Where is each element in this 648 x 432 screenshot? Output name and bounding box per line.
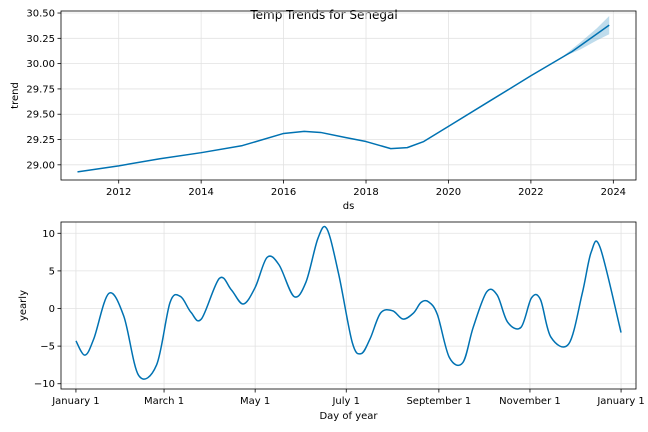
plot-frame — [60, 221, 637, 390]
y-axis-label: yearly — [18, 290, 29, 321]
y-tick-label: 30.25 — [26, 34, 55, 45]
plot-frame — [60, 10, 637, 181]
y-tick-label: 0 — [49, 304, 55, 315]
y-tick-label: 5 — [49, 266, 55, 277]
x-tick-label: July 1 — [331, 396, 360, 407]
series-line — [75, 225, 622, 380]
x-tick-label: May 1 — [240, 396, 270, 407]
trend-panel: 2012 2014 2016 2018 2020 2022 2024 29.00 29.25 29… — [10, 9, 637, 212]
yearly-panel: January 1 March 1 May 1 July 1 September 1 No… — [18, 221, 645, 422]
x-tick-label: 2016 — [271, 187, 296, 198]
y-tick-label: 30.00 — [26, 59, 55, 70]
x-tick-label: 2020 — [436, 187, 461, 198]
x-tick-label: 2012 — [106, 187, 131, 198]
figure-title: Temp Trends for Senegal — [249, 8, 397, 22]
y-tick-label: 29.50 — [26, 110, 55, 121]
x-tick-label: 2024 — [601, 187, 626, 198]
y-axis-label: trend — [10, 82, 21, 109]
y-tick-label: −5 — [40, 342, 55, 353]
x-tick-label: 2022 — [518, 187, 543, 198]
y-tick-label: 30.50 — [26, 9, 55, 20]
x-tick-label: January 1 — [596, 396, 644, 407]
uncertainty-band — [563, 16, 610, 57]
y-tick-label: 29.00 — [26, 160, 55, 171]
x-tick-label: 2014 — [188, 187, 213, 198]
x-axis-label: Day of year — [319, 411, 378, 422]
x-tick-label: March 1 — [144, 396, 184, 407]
x-tick-label: January 1 — [51, 396, 99, 407]
y-tick-label: 10 — [42, 229, 55, 240]
y-tick-label: 29.75 — [26, 84, 55, 95]
x-tick-label: November 1 — [499, 396, 561, 407]
x-tick-label: September 1 — [406, 396, 471, 407]
y-tick-label: −10 — [34, 379, 55, 390]
y-tick-label: 29.25 — [26, 135, 55, 146]
series-line — [77, 24, 610, 173]
x-tick-label: 2018 — [353, 187, 378, 198]
x-axis-label: ds — [343, 201, 355, 212]
